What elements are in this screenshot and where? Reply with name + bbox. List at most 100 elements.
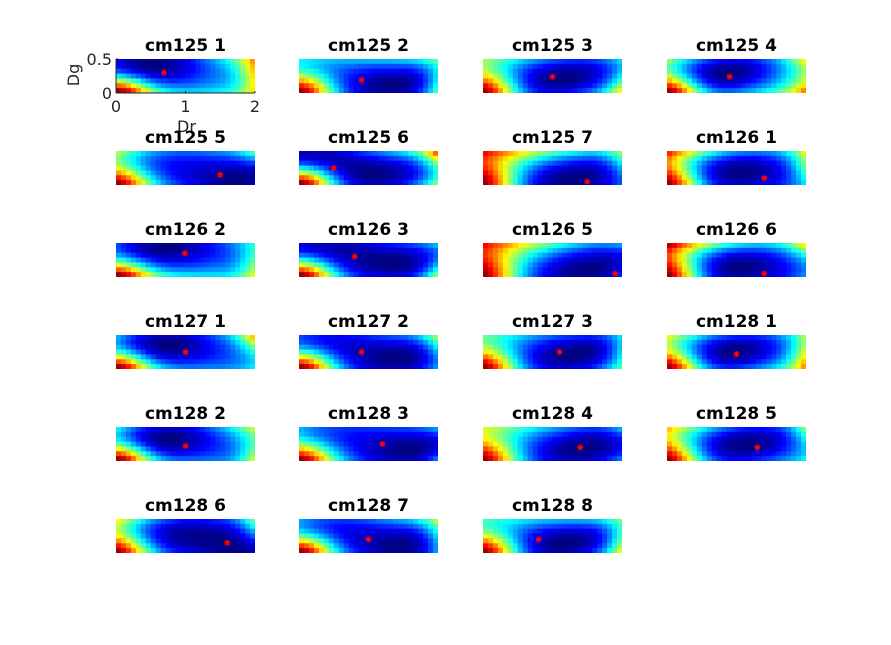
heatmap-cell <box>522 160 529 167</box>
heatmap-cell <box>607 349 613 356</box>
heatmap-cell <box>308 364 315 369</box>
heatmap-cell <box>175 456 182 461</box>
heatmap-cell <box>428 528 434 535</box>
heatmap-cell <box>358 528 365 535</box>
heatmap-cell <box>338 427 345 433</box>
heatmap-cell <box>801 83 806 89</box>
heatmap-cell <box>736 63 743 70</box>
heatmap-cell <box>423 339 429 346</box>
heatmap-cell <box>537 257 544 264</box>
heatmap-cell <box>413 523 419 530</box>
heatmap-cell <box>597 543 603 549</box>
heatmap-cell <box>592 165 598 172</box>
heatmap-cell <box>572 257 578 264</box>
heatmap-cell <box>245 73 251 80</box>
heatmap-cell <box>686 170 693 176</box>
heatmap-cell <box>507 519 514 525</box>
heatmap-cell <box>348 456 355 461</box>
heatmap-cell <box>230 83 236 89</box>
heatmap-cell <box>338 431 345 438</box>
heatmap-cell <box>338 441 345 448</box>
heatmap-cell <box>308 349 315 356</box>
heatmap-cell <box>358 160 365 167</box>
heatmap-cell <box>185 257 192 264</box>
heatmap-cell <box>761 180 767 185</box>
heatmap-cell <box>125 257 132 264</box>
heatmap-cell <box>766 175 772 181</box>
heatmap-cell <box>175 180 182 185</box>
heatmap-cell <box>155 155 162 162</box>
heatmap-cell <box>542 180 549 185</box>
heatmap-cell <box>766 151 772 157</box>
heatmap-cell <box>398 88 404 93</box>
heatmap-cell <box>388 359 394 365</box>
heatmap-cell <box>368 63 375 70</box>
heatmap-cell <box>791 359 797 365</box>
heatmap-cell <box>671 364 678 369</box>
heatmap-cell <box>160 175 167 181</box>
heatmap-cell <box>388 165 394 172</box>
heatmap-cell <box>388 180 394 185</box>
heatmap-cell <box>120 359 127 365</box>
heatmap-cell <box>716 160 723 167</box>
heatmap-cell <box>502 344 509 351</box>
heatmap-cell <box>751 83 757 89</box>
heatmap-cell <box>517 339 524 346</box>
heatmap-cell <box>731 170 738 176</box>
heatmap-cell <box>383 548 389 553</box>
heatmap-cell <box>160 446 167 452</box>
heatmap-cell <box>235 151 241 157</box>
heatmap-cell <box>348 252 355 259</box>
heatmap-cell <box>165 68 172 75</box>
heatmap-cell <box>517 165 524 172</box>
heatmap-cell <box>348 247 355 254</box>
heatmap-cell <box>333 175 340 181</box>
heatmap-cell <box>572 78 578 84</box>
heatmap <box>116 427 255 461</box>
heatmap-cell <box>522 257 529 264</box>
heatmap-cell <box>552 267 559 273</box>
heatmap-cell <box>667 446 673 452</box>
heatmap-cell <box>587 243 593 249</box>
heatmap-cell <box>711 427 718 433</box>
heatmap-cell <box>686 151 693 157</box>
heatmap-cell <box>303 155 310 162</box>
heatmap-cell <box>791 344 797 351</box>
heatmap-cell <box>507 165 514 172</box>
heatmap-cell <box>373 78 380 84</box>
heatmap <box>667 151 806 185</box>
heatmap-cell <box>428 170 434 176</box>
heatmap-cell <box>363 63 370 70</box>
heatmap-cell <box>582 431 588 438</box>
optimum-marker <box>358 349 365 355</box>
heatmap-cell <box>527 262 534 268</box>
heatmap-cell <box>582 354 588 360</box>
heatmap-cell <box>746 63 752 70</box>
heatmap-cell <box>696 344 703 351</box>
heatmap-cell <box>587 364 593 369</box>
heatmap-cell <box>373 344 380 351</box>
heatmap-cell <box>210 247 216 254</box>
heatmap-cell <box>308 436 315 443</box>
heatmap-cell <box>398 339 404 346</box>
heatmap-cell <box>210 427 216 433</box>
heatmap-cell <box>766 436 772 443</box>
heatmap-cell <box>125 431 132 438</box>
heatmap-cell <box>343 160 350 167</box>
heatmap-cell <box>338 170 345 176</box>
heatmap-cell <box>721 272 728 277</box>
heatmap-cell <box>676 78 683 84</box>
heatmap-cell <box>408 533 414 540</box>
heatmap-cell <box>801 151 806 157</box>
heatmap-cell <box>358 446 365 452</box>
heatmap-cell <box>741 78 748 84</box>
heatmap-cell <box>796 257 802 264</box>
heatmap-cell <box>691 344 698 351</box>
heatmap-cell <box>731 68 738 75</box>
heatmap-cell <box>338 272 345 277</box>
heatmap-cell <box>607 267 613 273</box>
heatmap-cell <box>165 349 172 356</box>
heatmap-cell <box>522 68 529 75</box>
heatmap-cell <box>220 519 226 525</box>
heatmap-cell <box>398 543 404 549</box>
